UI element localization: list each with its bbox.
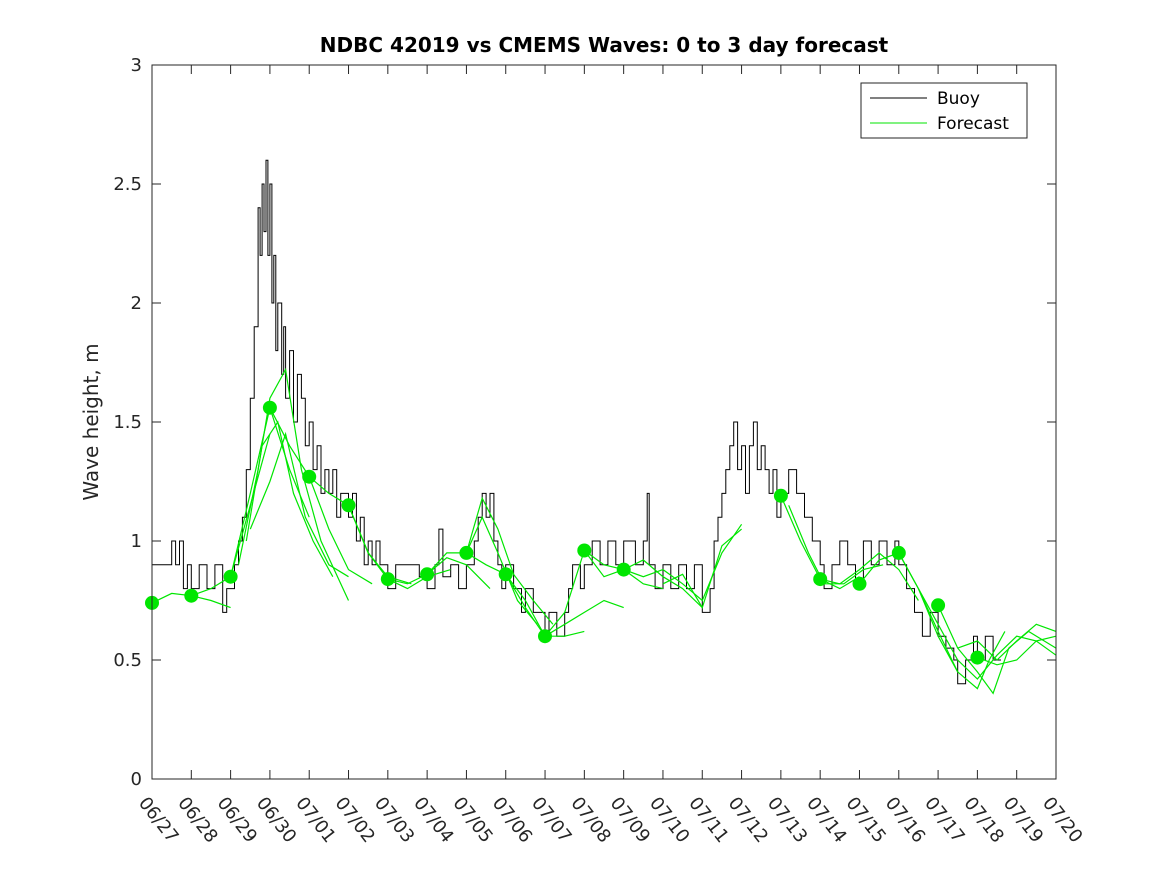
forecast-run-line [820, 552, 919, 601]
forecast-run-line [465, 496, 554, 625]
legend-buoy-label: Buoy [937, 89, 980, 109]
y-tick-label: 2 [131, 293, 142, 314]
forecast-marker [498, 567, 513, 582]
x-tick-label: 07/03 [370, 793, 418, 847]
x-tick-label: 07/04 [409, 793, 457, 847]
x-tick-label: 07/06 [488, 793, 536, 847]
forecast-marker [773, 488, 788, 503]
x-tick-label: 07/13 [763, 793, 811, 847]
y-tick-label: 0 [131, 769, 142, 790]
forecast-marker [970, 650, 985, 665]
forecast-run-line [466, 552, 585, 637]
x-tick-label: 07/15 [842, 793, 890, 847]
forecast-marker [341, 498, 356, 513]
y-tick-label: 1.5 [113, 412, 142, 433]
legend-forecast-label: Forecast [937, 114, 1009, 134]
forecast-marker [184, 588, 199, 603]
forecast-run-line [917, 588, 1057, 680]
x-tick-label: 07/11 [684, 793, 732, 847]
x-tick-label: 07/14 [802, 793, 850, 847]
x-tick-label: 07/07 [527, 793, 575, 847]
forecast-marker [459, 545, 474, 560]
forecast-run-line [387, 557, 491, 590]
x-tick-label: 06/27 [134, 793, 182, 847]
buoy-line [152, 159, 1001, 685]
y-axis-label: Wave height, m [79, 343, 103, 500]
x-axis-ticks: 06/2706/2806/2906/3007/0107/0207/0307/04… [134, 65, 1087, 847]
y-tick-label: 0.5 [113, 650, 142, 671]
forecast-run-line [662, 528, 742, 610]
y-tick-label: 2.5 [113, 174, 142, 195]
x-tick-label: 07/19 [999, 793, 1047, 847]
forecast-run-line [937, 605, 1057, 695]
forecast-marker [262, 400, 277, 415]
x-tick-label: 07/12 [724, 793, 772, 847]
buoy-series [152, 159, 1001, 685]
plot-area-frame [151, 64, 1057, 780]
x-tick-label: 06/29 [213, 793, 261, 847]
y-axis-ticks: 0 0.5 1 1.5 2 2.5 3 [113, 55, 1056, 790]
x-tick-label: 07/02 [331, 793, 379, 847]
forecast-run-line [623, 523, 743, 602]
forecast-run-line [957, 623, 1057, 661]
x-tick-label: 06/28 [173, 793, 221, 847]
forecast-run-line [788, 505, 884, 585]
forecast-markers [145, 400, 985, 665]
y-tick-label: 1 [131, 531, 142, 552]
x-tick-label: 07/17 [920, 793, 968, 847]
x-tick-label: 07/08 [566, 793, 614, 847]
forecast-marker [420, 567, 435, 582]
forecast-series [151, 367, 1057, 695]
forecast-run-line [544, 549, 664, 637]
x-tick-label: 07/09 [606, 793, 654, 847]
forecast-run-line [977, 640, 1057, 666]
forecast-marker [302, 469, 317, 484]
forecast-run-line [249, 431, 349, 578]
legend: Buoy Forecast [860, 82, 1028, 139]
forecast-marker [380, 572, 395, 587]
x-tick-label: 06/30 [252, 793, 300, 847]
forecast-marker [616, 562, 631, 577]
x-tick-label: 07/10 [645, 793, 693, 847]
forecast-run-line [245, 420, 334, 577]
x-tick-label: 07/01 [291, 793, 339, 847]
x-tick-label: 07/05 [448, 793, 496, 847]
forecast-marker [577, 543, 592, 558]
forecast-marker [223, 569, 238, 584]
forecast-marker [538, 629, 552, 644]
forecast-run-line [583, 550, 703, 609]
x-tick-label: 07/20 [1038, 793, 1086, 847]
forecast-marker [813, 572, 828, 587]
x-tick-label: 07/18 [959, 793, 1007, 847]
legend-box [860, 82, 1028, 139]
chart-title: NDBC 42019 vs CMEMS Waves: 0 to 3 day fo… [320, 33, 889, 57]
y-tick-label: 3 [131, 55, 142, 76]
forecast-run-line [898, 552, 1006, 690]
forecast-marker [931, 598, 946, 613]
forecast-run-line [426, 515, 538, 625]
forecast-marker [852, 576, 867, 591]
forecast-run-line [269, 407, 373, 585]
forecast-run-line [505, 573, 624, 638]
x-tick-label: 07/16 [881, 793, 929, 847]
forecast-marker [891, 545, 906, 560]
